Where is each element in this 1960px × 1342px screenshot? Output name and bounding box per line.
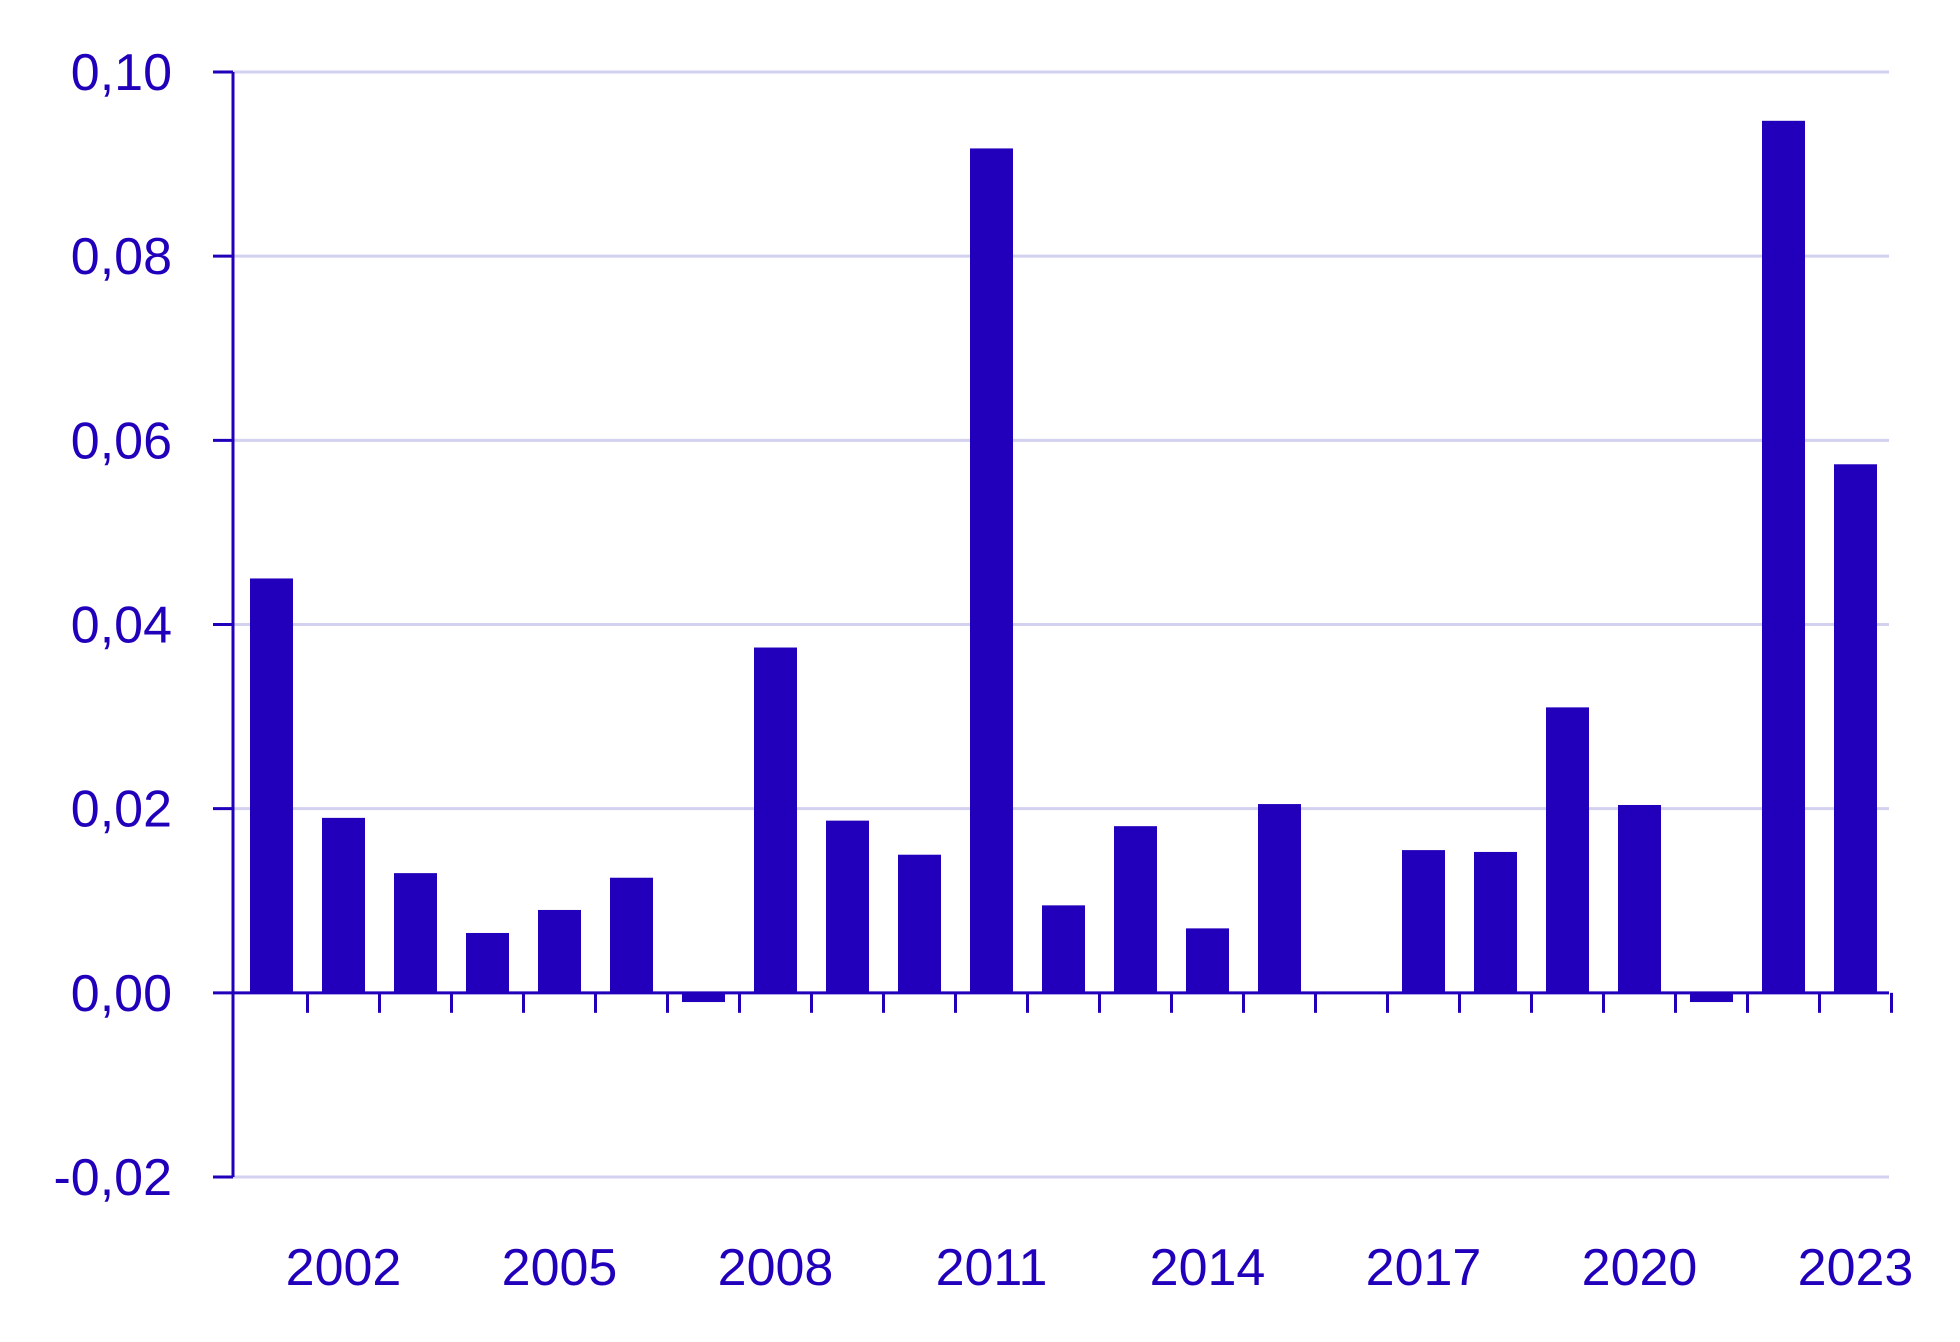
x-tick-label: 2008 xyxy=(718,1239,834,1297)
y-tick-label: -0,02 xyxy=(53,1149,172,1207)
bar-2018 xyxy=(1474,851,1517,993)
bar-2022 xyxy=(1762,120,1805,993)
bar-2007 xyxy=(682,992,725,1003)
bar-2002 xyxy=(322,817,365,993)
x-tick-label: 2023 xyxy=(1798,1239,1914,1297)
bar-2021 xyxy=(1690,992,1733,1003)
y-tick-label: 0,00 xyxy=(71,965,172,1023)
bar-2003 xyxy=(394,873,437,993)
gridlines xyxy=(233,70,1889,1179)
bar-2006 xyxy=(610,877,653,993)
bar-2005 xyxy=(538,909,581,993)
x-tick-label: 2017 xyxy=(1366,1239,1482,1297)
bars xyxy=(250,120,1877,1003)
y-tick-label: 0,02 xyxy=(71,781,172,839)
y-tick-label: 0,08 xyxy=(71,228,172,286)
bar-2010 xyxy=(898,854,941,993)
bar-2023 xyxy=(1834,464,1877,993)
bar-2001 xyxy=(250,578,293,993)
y-tick-label: 0,04 xyxy=(71,597,172,655)
x-tick-label: 2002 xyxy=(286,1239,402,1297)
bar-2015 xyxy=(1258,804,1301,993)
bar-2019 xyxy=(1546,707,1589,993)
y-tick-label: 0,06 xyxy=(71,412,172,470)
bar-2012 xyxy=(1042,905,1085,993)
bar-2014 xyxy=(1186,928,1229,993)
x-tick-label: 2020 xyxy=(1582,1239,1698,1297)
bar-2011 xyxy=(970,148,1013,993)
bar-2009 xyxy=(826,820,869,993)
y-tick-labels: -0,02 0,00 0,02 0,04 0,06 0,08 0,10 xyxy=(53,44,172,1207)
bar-2020 xyxy=(1618,804,1661,993)
bar-2008 xyxy=(754,647,797,993)
axes xyxy=(213,70,1893,1179)
bar-2004 xyxy=(466,932,509,993)
x-tick-labels: 2002 2005 2008 2011 2014 2017 2020 2023 xyxy=(286,1239,1914,1297)
x-tick-label: 2005 xyxy=(502,1239,618,1297)
x-tick-label: 2011 xyxy=(936,1239,1048,1297)
x-tick-label: 2014 xyxy=(1150,1239,1266,1297)
bar-2013 xyxy=(1114,826,1157,993)
y-tick-label: 0,10 xyxy=(71,44,172,102)
bar-2017 xyxy=(1402,850,1445,993)
